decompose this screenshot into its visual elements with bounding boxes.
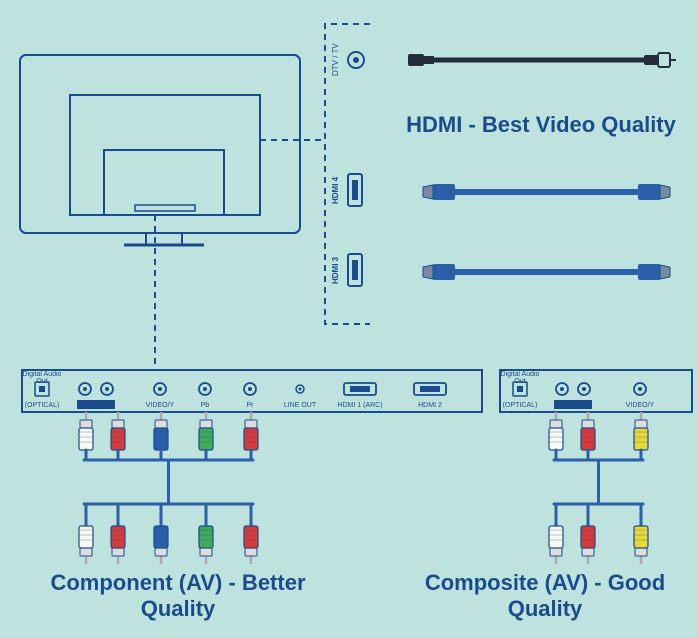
tv-screen [20,55,300,233]
port-label: HDMI 2 [410,402,450,409]
port-label: HDMI 1 (ARC) [335,402,385,409]
port-label: Pb [195,402,215,409]
port-label: Digital Audio Out [17,371,67,385]
hdmi-caption: HDMI - Best Video Quality [396,112,686,138]
composite-caption: Composite (AV) - Good Quality [410,570,680,622]
dtv-label: DTV / TV [331,38,340,82]
port-label: VIDEO/Y [620,402,660,409]
port-label: VIDEO/Y [140,402,180,409]
tv-base [70,95,260,215]
port-label: Pr [240,402,260,409]
port-label: (OPTICAL) [500,402,540,409]
port-label: Digital Audio Out [495,371,545,385]
port-label: LINE OUT [280,402,320,409]
hdmi4-label: HDMI 4 [331,168,340,212]
component-caption: Component (AV) - Better Quality [38,570,318,622]
hdmi3-label: HDMI 3 [331,248,340,292]
port-label: (OPTICAL) [22,402,62,409]
